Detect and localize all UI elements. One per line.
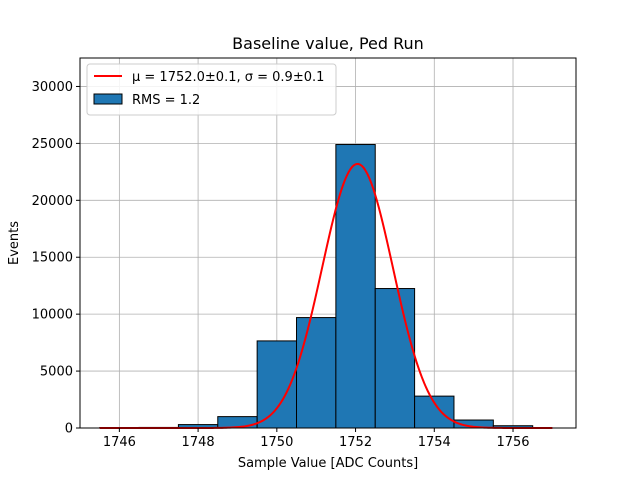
- x-tick-label: 1754: [418, 435, 451, 450]
- y-tick-label: 10000: [32, 308, 73, 323]
- y-axis-label: Events: [7, 221, 22, 265]
- y-tick-label: 15000: [32, 251, 73, 266]
- legend-fit-label: μ = 1752.0±0.1, σ = 0.9±0.1: [132, 70, 324, 85]
- legend-box: [86, 63, 337, 116]
- x-tick-label: 1752: [339, 435, 372, 450]
- histogram-bars: [99, 144, 534, 429]
- histogram-bar: [374, 288, 416, 429]
- plot-frame: [79, 57, 577, 429]
- x-axis-ticks: 1746 1748 1750 1752 1754 1756: [103, 428, 530, 450]
- histogram-bar: [296, 317, 337, 429]
- x-axis-label: Sample Value [ADC Counts]: [238, 456, 418, 471]
- y-tick-label: 0: [65, 422, 73, 437]
- chart-title: Baseline value, Ped Run: [232, 34, 424, 53]
- legend-histogram-label: RMS = 1.2: [132, 93, 200, 108]
- x-tick-label: 1748: [182, 435, 215, 450]
- legend: μ = 1752.0±0.1, σ = 0.9±0.1 RMS = 1.2: [86, 63, 337, 116]
- legend-histogram-swatch: [93, 93, 123, 105]
- y-tick-label: 20000: [32, 194, 73, 209]
- y-axis-ticks: 0 5000 10000 15000 20000 25000 30000: [32, 80, 80, 437]
- y-tick-label: 5000: [40, 365, 73, 380]
- x-tick-label: 1750: [260, 435, 293, 450]
- y-tick-label: 30000: [32, 80, 73, 95]
- y-tick-label: 25000: [32, 137, 73, 152]
- histogram-bar: [335, 144, 376, 429]
- x-tick-label: 1746: [103, 435, 136, 450]
- x-tick-label: 1756: [496, 435, 529, 450]
